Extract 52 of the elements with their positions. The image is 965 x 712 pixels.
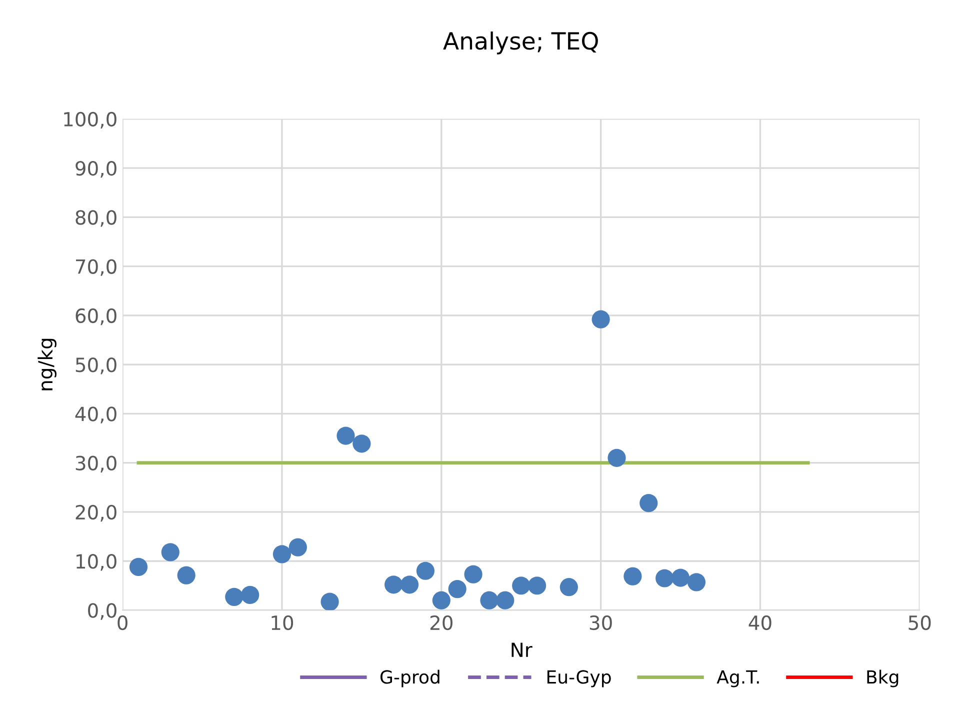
point — [512, 576, 530, 595]
y-tick-label: 60,0 — [76, 308, 116, 326]
point — [225, 588, 244, 606]
point — [161, 543, 180, 562]
point — [320, 592, 339, 610]
x-axis-title: Nr — [512, 642, 532, 657]
point — [560, 578, 578, 596]
point — [608, 448, 626, 467]
point — [592, 310, 610, 328]
y-tick-label: 80,0 — [76, 210, 116, 227]
y-tick-label: 90,0 — [76, 160, 116, 178]
point — [656, 569, 674, 588]
x-tick-label: 0 — [118, 615, 128, 630]
legend-label: Ag.T. — [716, 670, 759, 688]
point — [177, 566, 196, 584]
chart-title: Analyse; TEQ — [443, 32, 598, 54]
y-tick-label: 0,0 — [88, 603, 116, 620]
point — [416, 562, 435, 580]
point — [272, 545, 292, 564]
point — [241, 586, 260, 604]
point — [336, 426, 355, 445]
x-tick-label: 30 — [590, 615, 612, 630]
x-tick-label: 20 — [430, 615, 452, 630]
y-tick-label: 50,0 — [76, 358, 116, 374]
y-tick-label: 70,0 — [76, 259, 116, 276]
point — [528, 576, 546, 595]
y-tick-label: 20,0 — [76, 504, 116, 522]
x-tick-label: 40 — [748, 615, 772, 630]
point — [400, 576, 419, 594]
point — [464, 565, 482, 584]
point — [352, 434, 371, 453]
legend-label: G-prod — [380, 670, 440, 688]
point — [480, 591, 498, 610]
point — [640, 494, 658, 512]
y-axis-title: ng/kg — [38, 338, 56, 390]
point — [384, 576, 403, 594]
legend-label: Bkg — [867, 670, 898, 688]
y-tick-label: 40,0 — [75, 406, 116, 424]
y-tick-label: 100,0 — [64, 112, 116, 129]
point — [496, 591, 514, 610]
y-tick-label: 10,0 — [76, 554, 116, 571]
point — [129, 558, 148, 576]
x-tick-label: 50 — [908, 615, 931, 630]
y-tick-label: 30,0 — [76, 456, 116, 472]
point — [432, 591, 450, 610]
point — [448, 580, 466, 598]
x-tick-label: 10 — [272, 615, 294, 630]
legend-label: Eu-Gyp — [547, 670, 611, 688]
point — [288, 538, 307, 556]
point — [687, 573, 706, 592]
point — [671, 568, 690, 587]
point — [624, 567, 642, 586]
